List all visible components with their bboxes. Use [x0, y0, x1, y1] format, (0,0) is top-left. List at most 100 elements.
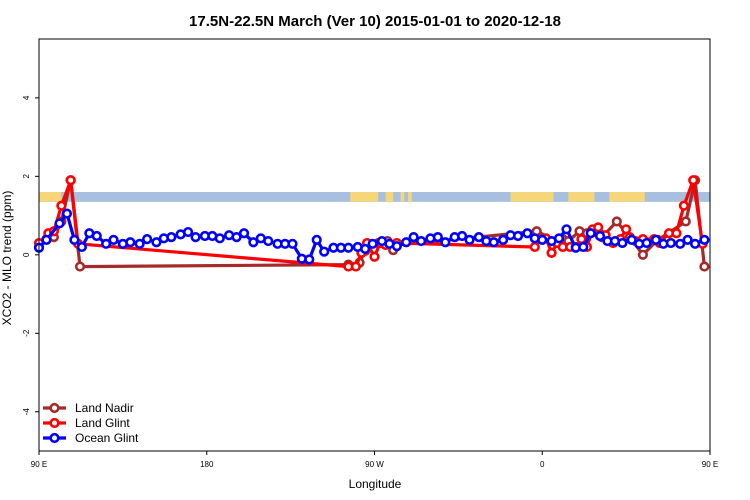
data-point — [151, 237, 162, 248]
data-point — [69, 234, 80, 245]
data-point — [238, 228, 250, 239]
data-point — [408, 232, 419, 243]
data-point — [699, 234, 710, 245]
data-point — [682, 234, 693, 245]
x-tick-label: 90 W — [365, 460, 384, 469]
x-tick-label: 180 — [200, 460, 214, 469]
data-point — [665, 237, 676, 249]
data-point — [641, 237, 652, 249]
data-point — [248, 237, 259, 248]
data-point — [512, 230, 524, 242]
data-point — [41, 234, 52, 245]
data-point — [689, 238, 701, 249]
data-point — [440, 237, 451, 248]
data-point — [473, 232, 484, 243]
data-point — [464, 234, 475, 245]
y-tick-label: -2 — [22, 329, 31, 337]
series-land-glint — [33, 175, 708, 272]
legend-swatch-marker — [49, 417, 60, 429]
data-point — [65, 175, 76, 186]
land-band-segment — [385, 192, 394, 202]
data-point — [231, 232, 242, 243]
data-point — [54, 218, 65, 229]
legend-label: Land Nadir — [75, 401, 134, 415]
data-point — [637, 249, 649, 260]
data-point — [190, 232, 201, 243]
data-point — [529, 241, 540, 253]
legend-item: Ocean Glint — [43, 431, 139, 445]
y-axis: -4 -2 0 2 4 — [22, 95, 39, 415]
data-point — [319, 246, 330, 257]
series-layer — [33, 175, 710, 272]
data-point — [537, 234, 548, 245]
legend-item: Land Glint — [43, 416, 130, 430]
data-point — [675, 238, 686, 249]
chart-title: 17.5N-22.5N March (Ver 10) 2015-01-01 to… — [189, 13, 561, 30]
data-point — [650, 234, 662, 245]
x-tick-label: 90 E — [702, 460, 718, 469]
data-point — [369, 251, 380, 262]
data-point — [593, 222, 604, 233]
y-tick-label: 0 — [22, 252, 31, 257]
land-band-segment — [568, 192, 595, 202]
land-ocean-band — [39, 192, 710, 202]
land-band-segment — [510, 192, 554, 202]
data-point — [76, 241, 87, 253]
data-point — [488, 237, 499, 248]
data-point — [457, 230, 468, 242]
data-point — [561, 224, 572, 235]
data-point — [125, 237, 136, 248]
data-point — [680, 216, 691, 227]
data-point — [311, 234, 322, 245]
data-point — [585, 228, 596, 239]
data-point — [263, 235, 274, 247]
data-point — [553, 233, 565, 244]
data-point — [100, 238, 112, 249]
data-point — [142, 234, 153, 245]
x-tick-label: 90 E — [31, 460, 47, 469]
data-point — [108, 234, 119, 245]
y-tick-label: 2 — [22, 174, 31, 179]
data-point — [522, 228, 533, 239]
data-point — [626, 234, 637, 245]
data-point — [401, 237, 412, 248]
land-band-segment — [400, 192, 405, 202]
data-point — [671, 228, 682, 239]
data-point — [343, 242, 354, 253]
y-tick-label: -4 — [22, 408, 31, 416]
series-ocean-glint — [33, 208, 710, 265]
data-point — [688, 175, 699, 186]
data-point — [134, 238, 145, 249]
data-point — [578, 241, 589, 253]
data-point — [183, 226, 194, 238]
land-band-segment — [39, 192, 62, 202]
data-point — [91, 230, 102, 242]
data-point — [415, 235, 427, 247]
legend-item: Land Nadir — [43, 401, 134, 415]
data-point — [391, 241, 402, 252]
data-point — [611, 216, 622, 227]
data-point — [166, 232, 177, 243]
land-band-segment — [609, 192, 645, 202]
data-point — [350, 261, 361, 272]
data-point — [699, 261, 710, 272]
legend-label: Ocean Glint — [75, 431, 139, 445]
data-point — [360, 243, 371, 255]
y-axis-label: XCO2 - MLO trend (ppm) — [0, 191, 14, 326]
x-axis-label: Longitude — [349, 477, 402, 491]
data-point — [214, 233, 225, 244]
x-axis: 90 E 180 90 W 0 90 E — [31, 451, 718, 469]
data-point — [304, 254, 315, 265]
land-band-segment — [408, 192, 412, 202]
data-point — [594, 230, 606, 242]
legend-swatch-marker — [49, 432, 60, 444]
data-point — [498, 234, 509, 245]
data-point — [56, 200, 67, 211]
legend-swatch-marker — [49, 402, 60, 414]
x-tick-label: 0 — [540, 460, 545, 469]
y-tick-label: 4 — [22, 95, 31, 100]
legend-label: Land Glint — [75, 416, 130, 430]
land-band-segment — [350, 192, 379, 202]
